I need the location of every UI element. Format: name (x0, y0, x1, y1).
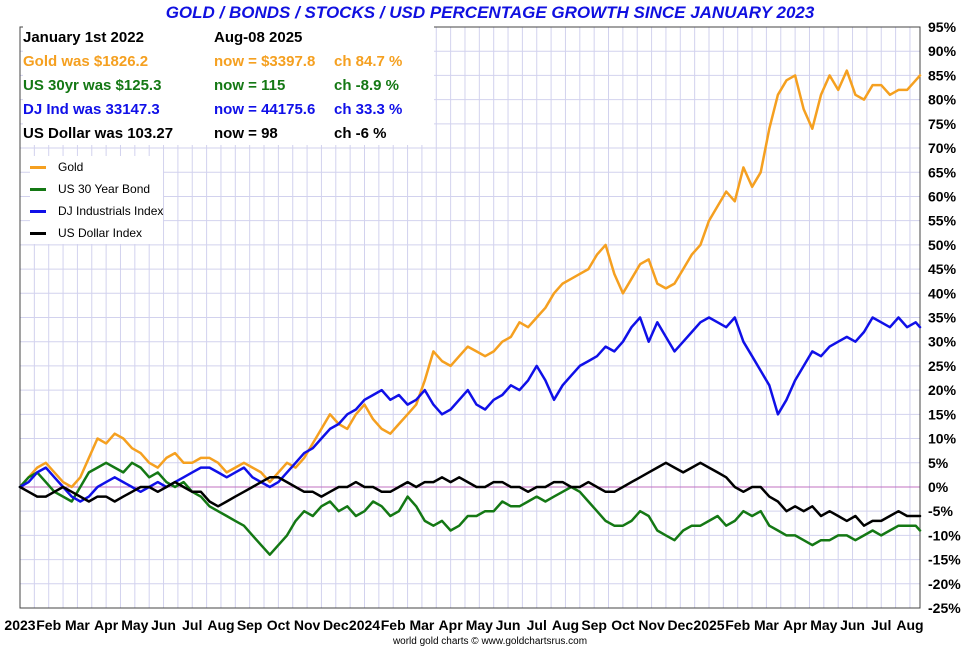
chart-credit: world gold charts © www.goldchartsrus.co… (392, 636, 588, 647)
x-tick-label: 2025 (693, 617, 724, 633)
x-tick-label: Jun (496, 617, 521, 633)
y-tick-label: 10% (928, 431, 957, 447)
summary-row-dow: DJ Ind was 33147.3 now = 44175.6 ch 33.3… (23, 97, 434, 121)
y-tick-label: 45% (928, 261, 957, 277)
series-line-gold (18, 69, 922, 489)
chart-legend: Gold US 30 Year Bond DJ Industrials Inde… (30, 156, 164, 244)
x-tick-label: Nov (638, 617, 665, 633)
y-tick-label: 50% (928, 237, 957, 253)
x-tick-label: Dec (667, 617, 693, 633)
x-tick-label: Feb (381, 617, 406, 633)
x-tick-label: Sep (581, 617, 607, 633)
x-tick-label: Dec (323, 617, 349, 633)
summary-start-date: January 1st 2022 (23, 28, 144, 46)
y-tick-label: 30% (928, 334, 957, 350)
x-tick-label: Aug (896, 617, 923, 633)
x-tick-label: Nov (294, 617, 321, 633)
x-tick-label: Feb (725, 617, 750, 633)
legend-label-dollar: US Dollar Index (58, 226, 143, 240)
dow-change: ch 33.3 % (334, 100, 403, 118)
x-tick-label: Aug (207, 617, 234, 633)
x-tick-label: May (810, 617, 837, 633)
bond-now: now = 115 (214, 76, 286, 94)
y-tick-label: 15% (928, 406, 957, 422)
x-tick-label: Apr (783, 617, 808, 633)
summary-header-row: January 1st 2022 Aug-08 2025 (23, 25, 434, 49)
legend-swatch-gold (30, 165, 46, 169)
x-tick-label: 2024 (349, 617, 380, 633)
gold-was: Gold was $1826.2 (23, 52, 149, 70)
bond-was: US 30yr was $125.3 (23, 76, 162, 94)
legend-item-dow: DJ Industrials Index (30, 200, 163, 222)
dow-was: DJ Ind was 33147.3 (23, 100, 160, 118)
legend-item-gold: Gold (30, 156, 163, 178)
x-tick-label: Oct (267, 617, 291, 633)
summary-current-date: Aug-08 2025 (214, 28, 303, 46)
dow-now: now = 44175.6 (214, 100, 316, 118)
y-tick-label: 80% (928, 92, 957, 108)
summary-row-dollar: US Dollar was 103.27 now = 98 ch -6 % (23, 121, 434, 145)
gold-now: now = $3397.8 (214, 52, 316, 70)
chart-title: GOLD / BONDS / STOCKS / USD PERCENTAGE G… (165, 3, 815, 22)
y-tick-label: 65% (928, 164, 957, 180)
x-tick-label: Jun (840, 617, 865, 633)
y-tick-label: 75% (928, 116, 957, 132)
x-tick-label: Apr (439, 617, 464, 633)
y-tick-label: 40% (928, 285, 957, 301)
x-tick-label: Jul (182, 617, 202, 633)
legend-swatch-bond (30, 187, 46, 191)
series-line-dollar (18, 461, 922, 527)
x-tick-label: May (466, 617, 493, 633)
x-tick-label: May (121, 617, 148, 633)
x-tick-label: Aug (552, 617, 579, 633)
dollar-change: ch -6 % (334, 124, 387, 142)
y-tick-label: 35% (928, 310, 957, 326)
dollar-now: now = 98 (214, 124, 278, 142)
y-tick-label: 5% (928, 455, 949, 471)
plot-frame (19, 26, 921, 609)
y-tick-label: 20% (928, 382, 957, 398)
x-tick-label: Mar (754, 617, 779, 633)
legend-swatch-dow (30, 209, 46, 213)
x-tick-label: Jul (871, 617, 891, 633)
y-tick-label: -20% (928, 576, 961, 592)
x-tick-label: Sep (237, 617, 263, 633)
legend-swatch-dollar (30, 231, 46, 235)
x-tick-label: Jun (151, 617, 176, 633)
x-tick-label: Apr (94, 617, 119, 633)
legend-label-gold: Gold (58, 160, 84, 174)
y-tick-label: 90% (928, 43, 957, 59)
y-tick-label: 0% (928, 479, 949, 495)
dollar-was: US Dollar was 103.27 (23, 124, 174, 142)
y-tick-label: 25% (928, 358, 957, 374)
y-tick-label: 55% (928, 213, 957, 229)
legend-item-dollar: US Dollar Index (30, 222, 163, 244)
x-tick-label: Feb (36, 617, 61, 633)
y-tick-label: 95% (928, 19, 957, 35)
legend-item-bond: US 30 Year Bond (30, 178, 163, 200)
x-tick-label: Mar (65, 617, 90, 633)
legend-label-bond: US 30 Year Bond (58, 182, 151, 196)
bond-change: ch -8.9 % (334, 76, 400, 94)
summary-row-gold: Gold was $1826.2 now = $3397.8 ch 84.7 % (23, 49, 434, 73)
y-tick-label: -25% (928, 600, 961, 616)
summary-table: January 1st 2022 Aug-08 2025 Gold was $1… (23, 25, 434, 145)
gold-change: ch 84.7 % (334, 52, 403, 70)
x-tick-label: Jul (527, 617, 547, 633)
x-tick-label: Mar (409, 617, 434, 633)
y-tick-label: 85% (928, 67, 957, 83)
legend-label-dow: DJ Industrials Index (58, 204, 164, 218)
y-tick-label: -5% (928, 503, 953, 519)
y-tick-label: 70% (928, 140, 957, 156)
summary-row-bonds: US 30yr was $125.3 now = 115 ch -8.9 % (23, 73, 434, 97)
x-tick-label: Oct (611, 617, 635, 633)
y-tick-label: -15% (928, 552, 961, 568)
y-tick-label: 60% (928, 188, 957, 204)
x-tick-label: 2023 (4, 617, 35, 633)
y-tick-label: -10% (928, 527, 961, 543)
